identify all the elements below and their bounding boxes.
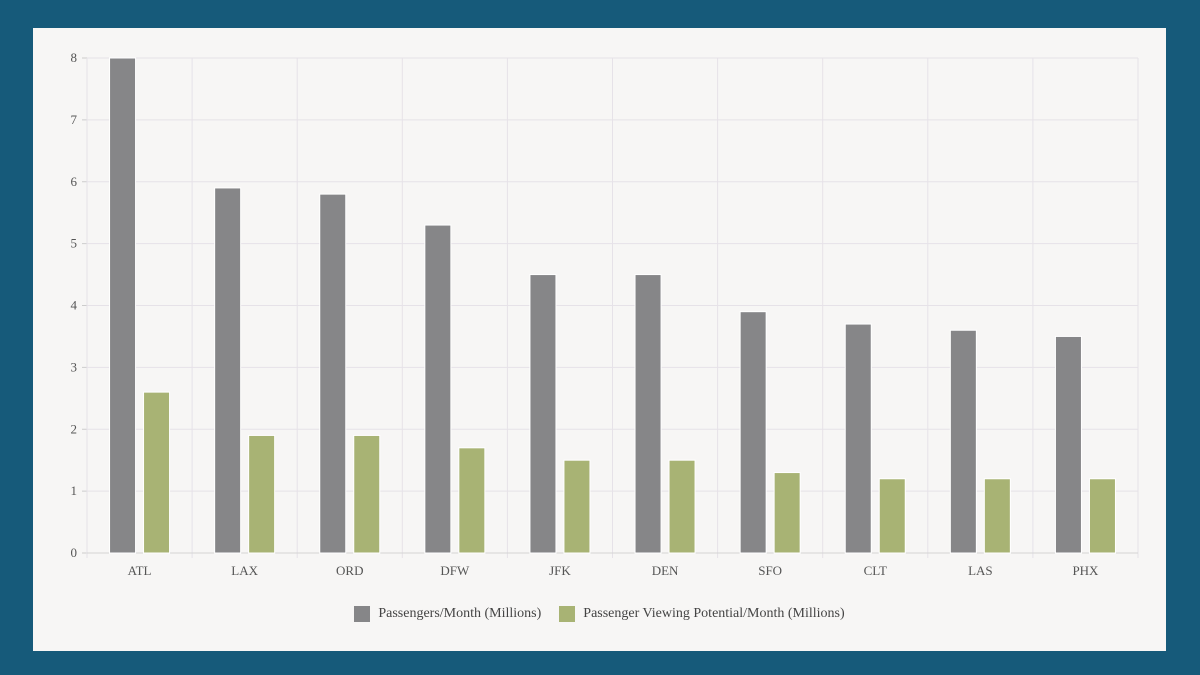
x-tick-label: ORD [336, 563, 363, 578]
chart-panel: 0 1 2 3 4 5 6 7 8 ATL LAX ORD DFW JFK DEN SFO CLT LAS PHX … [33, 28, 1166, 651]
y-tick-label: 8 [71, 50, 78, 65]
y-tick-label: 7 [71, 112, 78, 127]
x-tick-label: SFO [758, 563, 782, 578]
x-tick-label: PHX [1072, 563, 1099, 578]
x-tick-label: LAS [968, 563, 993, 578]
legend: Passengers/Month (Millions) Passenger Vi… [33, 606, 1166, 622]
bar-viewing-potential-lax [248, 434, 276, 554]
y-tick-label: 6 [71, 174, 78, 189]
bar-passengers-las [949, 329, 977, 554]
bar-passengers-ord [319, 193, 347, 554]
bar-viewing-potential-phx [1088, 478, 1116, 554]
bar-viewing-potential-atl [143, 391, 171, 554]
x-tick-label: JFK [549, 563, 571, 578]
legend-swatch-viewing-potential [559, 606, 576, 622]
bar-passengers-atl [109, 57, 137, 554]
bar-viewing-potential-dfw [458, 447, 486, 554]
bar-passengers-den [634, 274, 662, 554]
x-tick-label: DFW [440, 563, 470, 578]
y-tick-label: 3 [71, 359, 78, 374]
y-tick-label: 4 [71, 298, 78, 313]
bar-viewing-potential-las [983, 478, 1011, 554]
x-tick-label: DEN [652, 563, 679, 578]
legend-label-viewing-potential: Passenger Viewing Potential/Month (Milli… [583, 606, 845, 621]
bar-passengers-sfo [739, 311, 767, 554]
x-tick-label: CLT [864, 563, 887, 578]
bar-viewing-potential-den [668, 459, 696, 554]
bar-viewing-potential-jfk [563, 459, 591, 554]
y-tick-label: 0 [71, 545, 78, 560]
y-tick-label: 1 [71, 483, 78, 498]
x-tick-label: LAX [231, 563, 258, 578]
legend-item-passengers[interactable]: Passengers/Month (Millions) [354, 606, 541, 622]
y-tick-label: 5 [71, 236, 78, 251]
bar-passengers-clt [844, 323, 872, 554]
bar-viewing-potential-sfo [773, 472, 801, 554]
y-tick-label: 2 [71, 421, 78, 436]
bar-viewing-potential-clt [878, 478, 906, 554]
legend-item-viewing-potential[interactable]: Passenger Viewing Potential/Month (Milli… [559, 606, 845, 622]
legend-label-passengers: Passengers/Month (Millions) [378, 606, 542, 621]
bar-passengers-phx [1054, 335, 1082, 554]
bar-passengers-dfw [424, 224, 452, 554]
x-tick-label: ATL [128, 563, 152, 578]
legend-swatch-passengers [354, 606, 371, 622]
bar-chart: 0 1 2 3 4 5 6 7 8 ATL LAX ORD DFW JFK DEN SFO CLT LAS PHX [71, 50, 1139, 578]
bar-passengers-lax [214, 187, 242, 554]
bar-viewing-potential-ord [353, 434, 381, 554]
bar-passengers-jfk [529, 274, 557, 554]
